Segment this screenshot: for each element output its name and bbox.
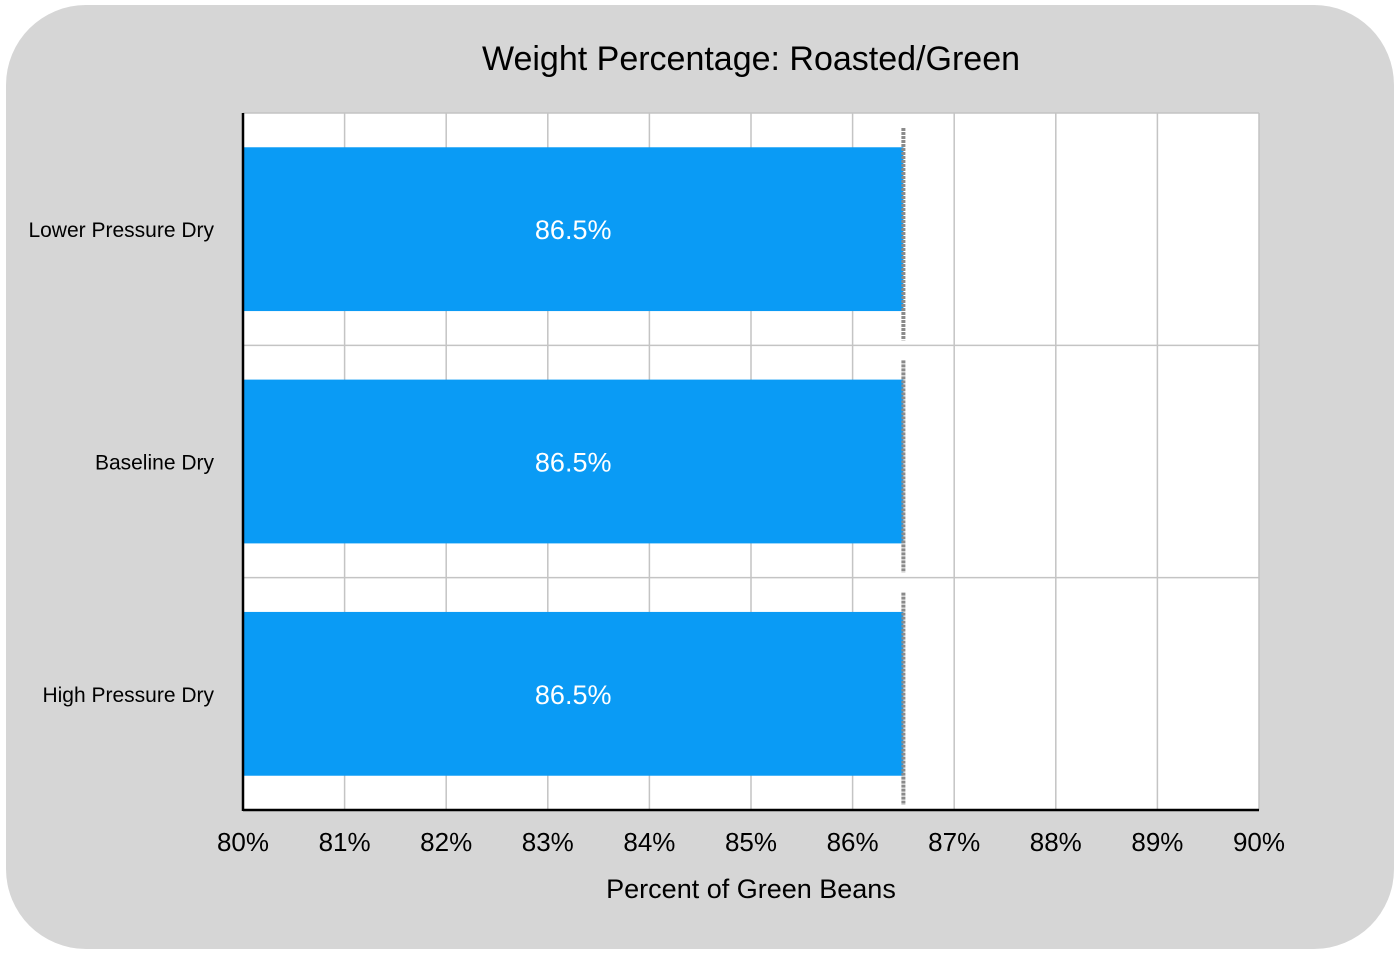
x-tick-label: 90%: [1233, 827, 1285, 857]
bar: [243, 147, 904, 312]
x-tick-label: 89%: [1131, 827, 1183, 857]
x-tick-label: 88%: [1030, 827, 1082, 857]
x-tick-label: 81%: [319, 827, 371, 857]
chart-title: Weight Percentage: Roasted/Green: [481, 40, 1021, 78]
x-axis-title: Percent of Green Beans: [606, 874, 896, 904]
x-tick-label: 82%: [420, 827, 472, 857]
x-tick-label: 85%: [725, 827, 777, 857]
x-tick-label: 80%: [217, 827, 269, 857]
x-tick-label: 83%: [522, 827, 574, 857]
category-label: Lower Pressure Dry: [28, 219, 214, 242]
bar: [243, 611, 904, 776]
x-tick-label: 86%: [827, 827, 879, 857]
category-label: High Pressure Dry: [42, 684, 214, 707]
x-tick-label: 84%: [623, 827, 675, 857]
bar-data-label: 86.5%: [535, 680, 612, 710]
bar: [243, 379, 904, 544]
bar-data-label: 86.5%: [535, 448, 612, 478]
x-tick-label: 87%: [928, 827, 980, 857]
bar-data-label: 86.5%: [535, 215, 612, 245]
category-label: Baseline Dry: [95, 452, 215, 475]
